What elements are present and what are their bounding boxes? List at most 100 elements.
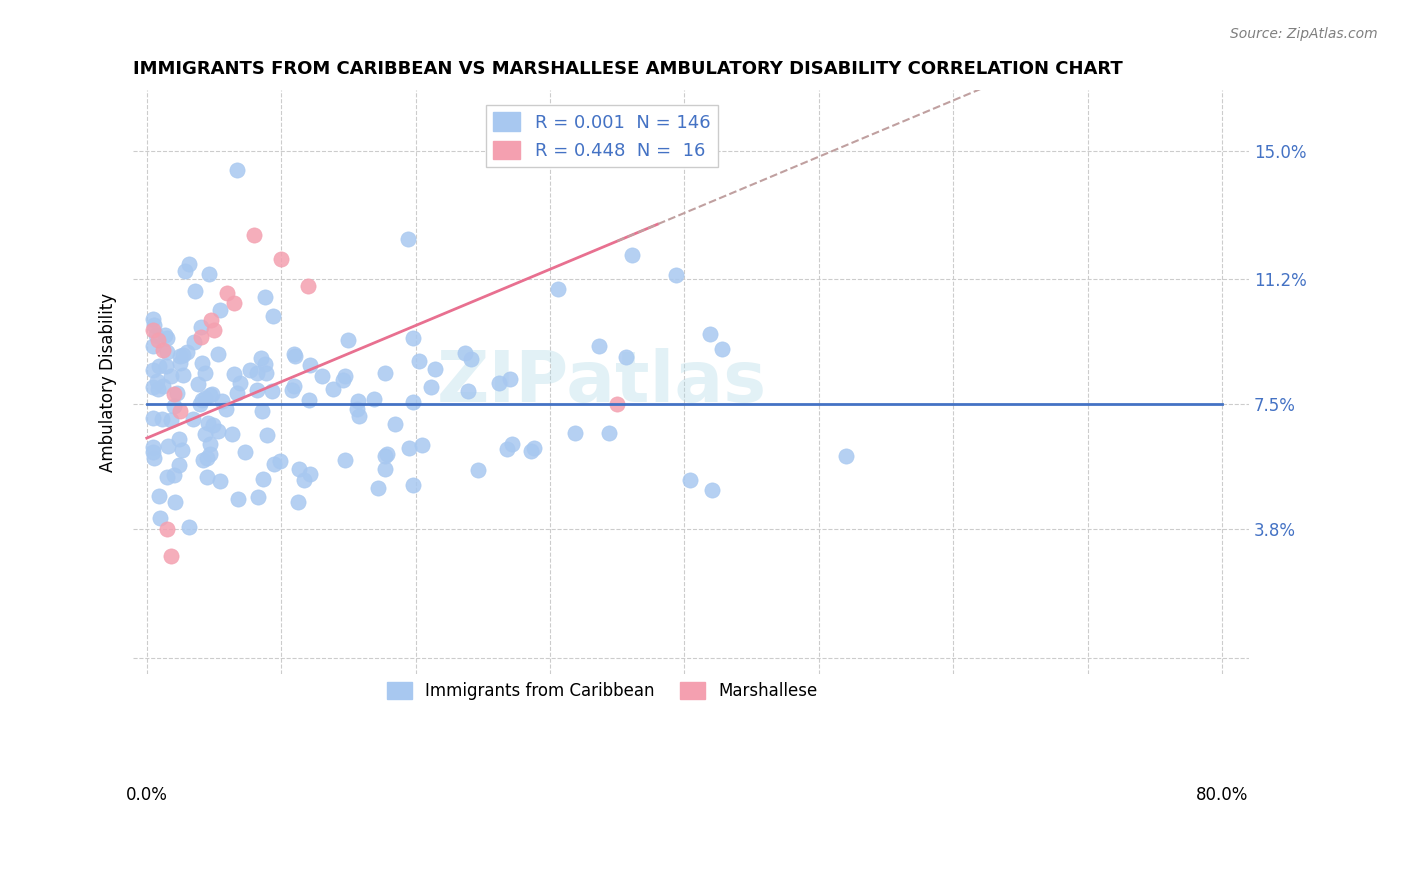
Point [396, 232, 419, 246]
Point [700, 483, 723, 497]
Point [198, 437, 221, 451]
Point [262, 309, 284, 323]
Point [457, 384, 479, 399]
Point [311, 368, 333, 383]
Point [194, 391, 217, 405]
Point [245, 366, 267, 380]
Point [169, 350, 191, 364]
Point [467, 463, 489, 477]
Point [254, 366, 277, 380]
Point [298, 358, 321, 372]
Text: 0.0%: 0.0% [125, 786, 167, 804]
Point [207, 425, 229, 439]
Point [699, 326, 721, 341]
Point [233, 445, 256, 459]
Point [229, 376, 252, 391]
Point [288, 462, 311, 476]
Point [423, 361, 446, 376]
Point [148, 359, 170, 374]
Point [373, 366, 395, 380]
Point [200, 447, 222, 461]
Point [253, 290, 276, 304]
Point [195, 450, 218, 465]
Point [374, 462, 396, 476]
Point [346, 401, 368, 416]
Point [332, 373, 354, 387]
Point [160, 368, 183, 383]
Point [225, 386, 247, 401]
Point [292, 473, 315, 487]
Point [200, 386, 222, 401]
Point [520, 444, 543, 458]
Point [170, 443, 193, 458]
Point [153, 328, 176, 343]
Point [347, 409, 370, 423]
Point [226, 491, 249, 506]
Point [156, 470, 179, 484]
Point [679, 473, 702, 487]
Point [270, 252, 292, 266]
Point [187, 376, 209, 391]
Point [156, 345, 179, 359]
Point [260, 384, 283, 399]
Point [160, 413, 183, 427]
Point [835, 450, 858, 464]
Point [142, 445, 165, 459]
Point [150, 412, 173, 426]
Point [269, 454, 291, 468]
Point [167, 458, 190, 472]
Point [169, 356, 191, 370]
Point [256, 428, 278, 442]
Point [143, 318, 166, 332]
Point [156, 439, 179, 453]
Point [616, 350, 638, 364]
Point [200, 313, 222, 327]
Point [333, 368, 356, 383]
Point [155, 359, 177, 373]
Point [598, 426, 620, 441]
Point [166, 386, 188, 401]
Point [146, 382, 169, 396]
Point [146, 333, 169, 347]
Text: ZIPatlas: ZIPatlas [437, 348, 768, 417]
Point [163, 468, 186, 483]
Point [239, 363, 262, 377]
Point [193, 426, 215, 441]
Point [287, 495, 309, 509]
Point [148, 489, 170, 503]
Point [174, 264, 197, 278]
Point [411, 437, 433, 451]
Point [207, 347, 229, 361]
Point [402, 477, 425, 491]
Point [142, 323, 165, 337]
Point [142, 312, 165, 326]
Point [197, 267, 219, 281]
Point [163, 387, 186, 401]
Point [208, 474, 231, 488]
Point [398, 441, 420, 455]
Point [211, 393, 233, 408]
Point [190, 320, 212, 334]
Point [283, 379, 305, 393]
Point [176, 344, 198, 359]
Point [152, 379, 174, 393]
Point [547, 282, 569, 296]
Point [284, 349, 307, 363]
Point [191, 453, 214, 467]
Point [246, 490, 269, 504]
Point [495, 442, 517, 456]
Point [209, 303, 232, 318]
Point [523, 441, 546, 455]
Point [177, 257, 200, 271]
Point [488, 376, 510, 390]
Point [163, 400, 186, 414]
Point [142, 410, 165, 425]
Point [190, 330, 212, 344]
Point [221, 426, 243, 441]
Point [152, 343, 174, 358]
Point [146, 374, 169, 388]
Point [246, 383, 269, 397]
Point [564, 425, 586, 440]
Point [177, 520, 200, 534]
Point [169, 432, 191, 446]
